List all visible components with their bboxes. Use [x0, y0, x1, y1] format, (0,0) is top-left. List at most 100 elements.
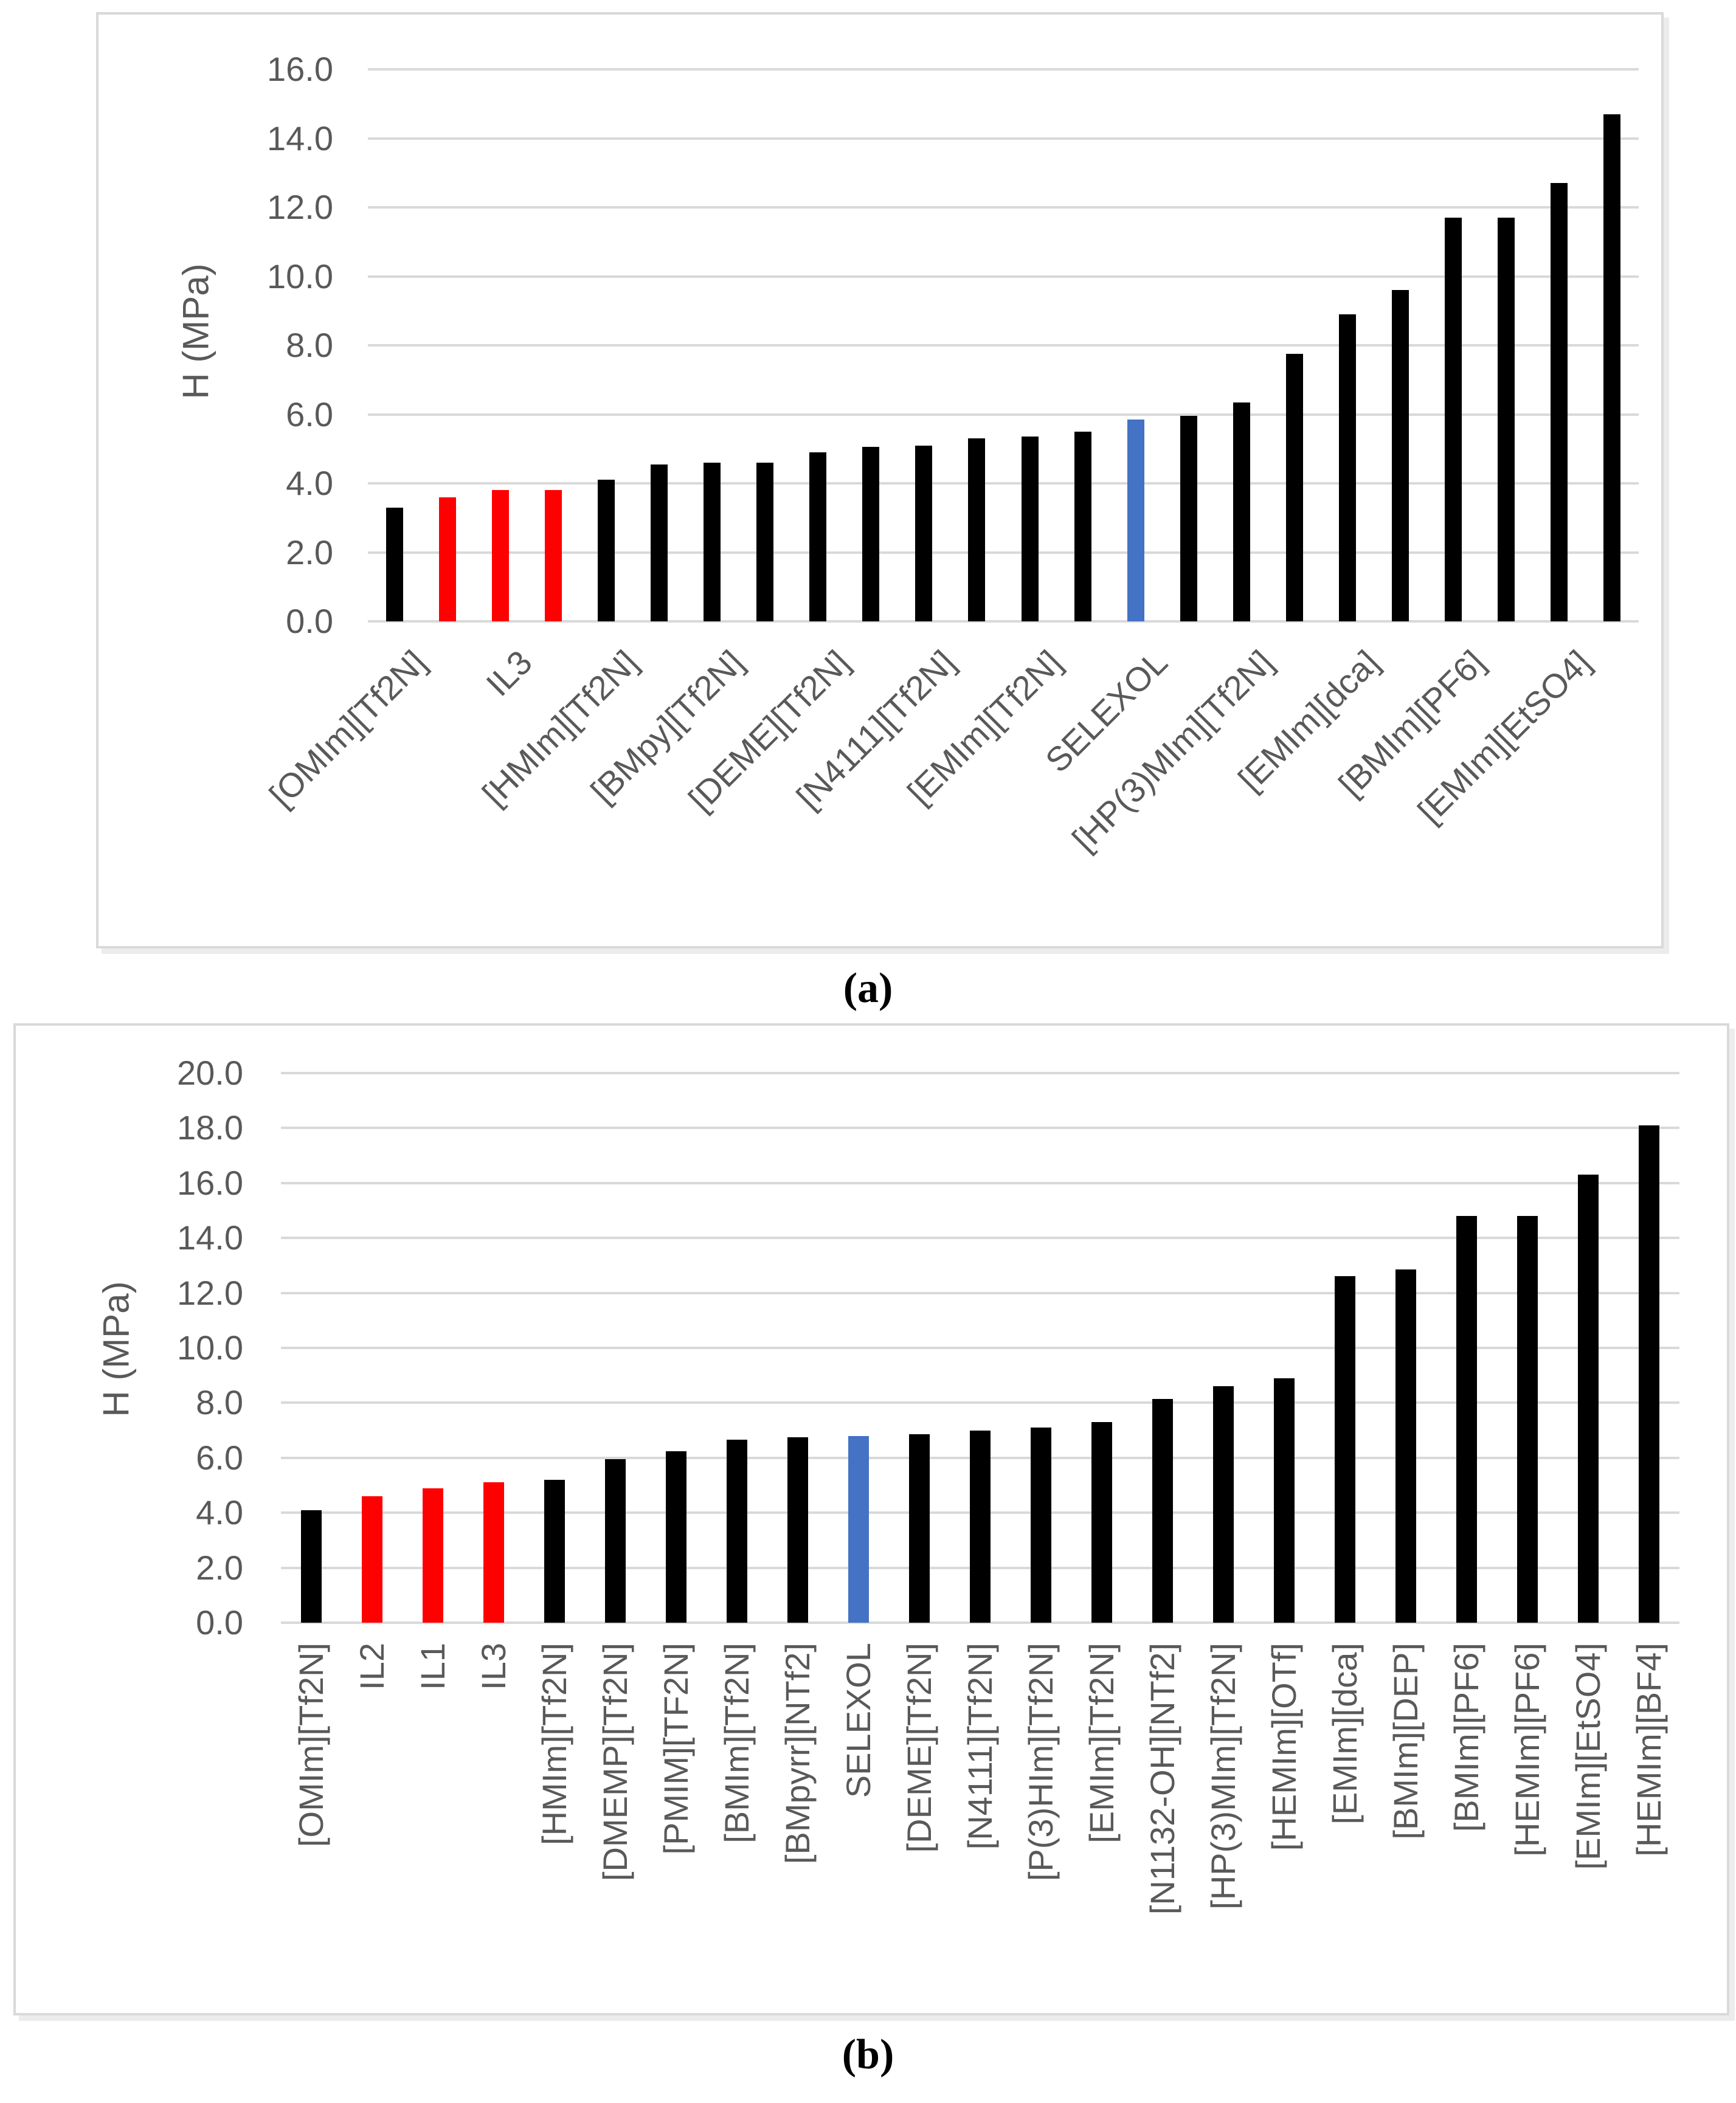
y-tick-label: 0.0	[286, 602, 333, 640]
gridline	[281, 1347, 1679, 1349]
x-category-label: [OMIm][Tf2N]	[292, 1643, 330, 1847]
bar	[362, 1496, 382, 1623]
x-category-label: [HEMIm][OTf]	[1265, 1643, 1303, 1851]
bar	[544, 1479, 565, 1623]
gridline	[281, 1621, 1679, 1624]
bar	[1031, 1428, 1051, 1623]
x-category-label: IL1	[413, 1643, 452, 1690]
chart-b-panel	[13, 1023, 1729, 2015]
caption-a: (a)	[843, 965, 893, 1012]
x-category-label: IL3	[474, 1643, 513, 1690]
bar	[1213, 1386, 1234, 1623]
bar	[1180, 416, 1197, 621]
y-tick-label: 4.0	[286, 464, 333, 502]
gridline	[368, 275, 1639, 278]
x-category-label: [HEMIm][BF4]	[1630, 1643, 1668, 1857]
gridline	[368, 344, 1639, 347]
y-tick-label: 12.0	[267, 188, 333, 226]
y-tick-label: 10.0	[177, 1328, 243, 1367]
bar	[605, 1459, 626, 1623]
y-tick-label: 16.0	[267, 50, 333, 88]
x-category-label: [PMIM][TF2N]	[657, 1643, 695, 1855]
gridline	[281, 1127, 1679, 1130]
bar	[666, 1451, 686, 1623]
gridline	[281, 1237, 1679, 1240]
y-tick-label: 20.0	[177, 1054, 243, 1092]
bar	[1551, 183, 1568, 621]
gridline	[281, 1401, 1679, 1404]
bar	[756, 462, 774, 621]
x-category-label: [BMIm][Tf2N]	[718, 1643, 756, 1843]
y-tick-label: 4.0	[196, 1493, 243, 1532]
caption-b: (b)	[842, 2031, 894, 2078]
y-tick-label: 12.0	[177, 1273, 243, 1312]
x-category-label: [N1132-OH][NTf2]	[1143, 1643, 1181, 1915]
x-category-label: [HMIm][Tf2N]	[535, 1643, 573, 1845]
bar	[809, 452, 827, 621]
bar	[787, 1437, 808, 1623]
y-tick-label: 0.0	[196, 1603, 243, 1642]
bar	[650, 464, 668, 621]
x-category-label: [P(3)HIm][Tf2N]	[1022, 1643, 1060, 1882]
bar	[423, 1488, 443, 1623]
bar	[909, 1434, 930, 1623]
x-category-label: [BMpyrr][NTf2]	[778, 1643, 817, 1865]
y-tick-label: 18.0	[177, 1108, 243, 1147]
x-category-label: SELEXOL	[839, 1643, 877, 1798]
bar	[1498, 218, 1515, 621]
gridline	[368, 620, 1639, 623]
y-tick-label: 6.0	[196, 1438, 243, 1477]
x-category-label: [DMEMP][Tf2N]	[596, 1643, 634, 1882]
x-category-label: [HP(3)MIm][Tf2N]	[1204, 1643, 1242, 1910]
bar	[1074, 431, 1091, 621]
gridline	[281, 1181, 1679, 1184]
bar	[1603, 114, 1621, 621]
bar	[1233, 402, 1250, 621]
bar	[1392, 290, 1409, 621]
bar	[1339, 314, 1357, 621]
y-tick-label: 16.0	[177, 1163, 243, 1202]
bar	[1517, 1216, 1538, 1623]
bar	[301, 1510, 322, 1623]
bar	[483, 1482, 504, 1623]
bar	[597, 480, 615, 621]
x-category-label: IL2	[353, 1643, 391, 1690]
bar	[1127, 420, 1144, 621]
bar	[704, 462, 721, 621]
y-tick-label: 8.0	[196, 1383, 243, 1422]
y-tick-label: 10.0	[267, 257, 333, 295]
bar	[1274, 1378, 1295, 1623]
gridline	[368, 482, 1639, 485]
x-category-label: [EMIm][dca]	[1326, 1643, 1364, 1825]
gridline	[368, 413, 1639, 416]
y-tick-label: 8.0	[286, 326, 333, 364]
bar	[1152, 1398, 1173, 1623]
bar	[970, 1430, 991, 1623]
x-category-label: [EMIm][Tf2N]	[1082, 1643, 1121, 1843]
bar	[1578, 1175, 1599, 1623]
bar	[544, 490, 562, 621]
y-tick-label: 2.0	[196, 1548, 243, 1587]
bar	[968, 438, 986, 621]
bar	[1285, 354, 1303, 621]
x-category-label: [BMIm][PF6]	[1447, 1643, 1485, 1832]
x-category-label: [DEME][Tf2N]	[900, 1643, 938, 1853]
y-tick-label: 2.0	[286, 533, 333, 572]
bar	[915, 445, 933, 621]
bar	[1395, 1269, 1416, 1623]
x-category-label: [EMIm][EtSO4]	[1569, 1643, 1607, 1870]
gridline	[368, 137, 1639, 140]
x-category-label: [N4111][Tf2N]	[961, 1643, 999, 1850]
x-category-label: [HEMIm][PF6]	[1508, 1643, 1546, 1857]
bar	[1456, 1216, 1477, 1623]
x-category-label: [BMIm][DEP]	[1386, 1643, 1425, 1840]
gridline	[368, 206, 1639, 209]
bar	[1091, 1422, 1112, 1623]
bar	[386, 507, 403, 621]
bar	[862, 447, 880, 621]
gridline	[368, 551, 1639, 554]
y-tick-label: 14.0	[267, 119, 333, 157]
bar	[1639, 1125, 1659, 1623]
bar	[1335, 1276, 1355, 1623]
